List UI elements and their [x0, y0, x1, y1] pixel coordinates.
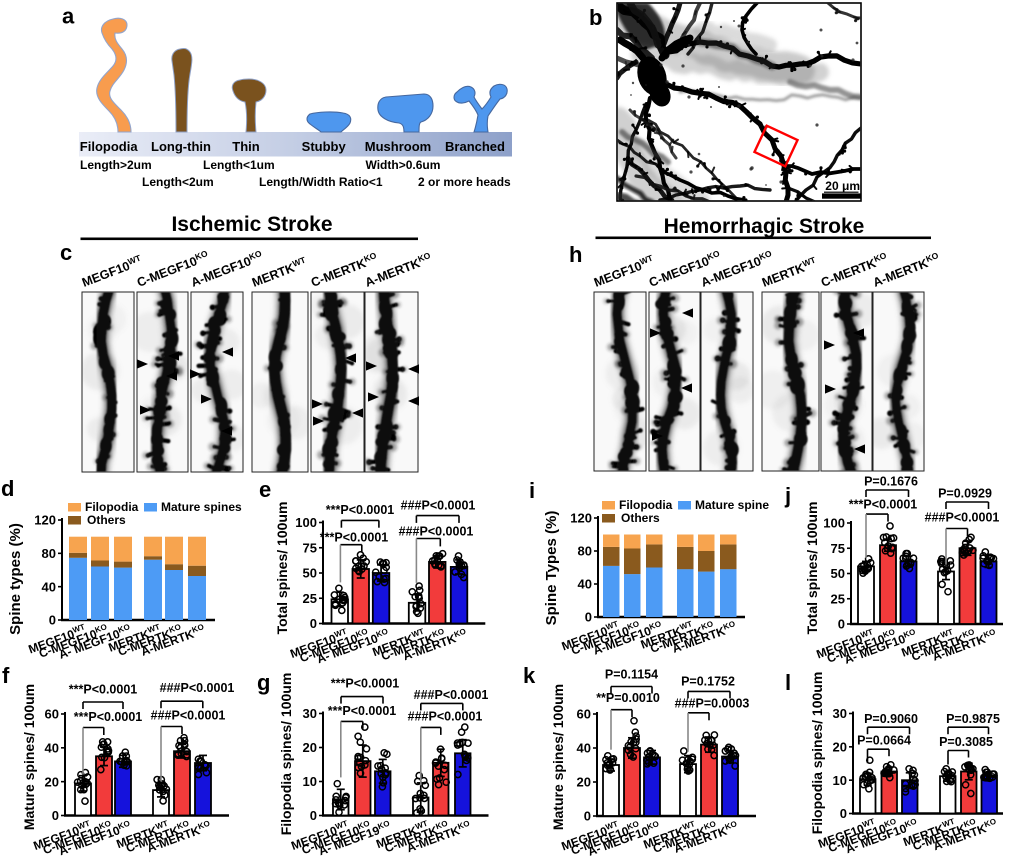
svg-text:Width>0.6um: Width>0.6um	[366, 158, 441, 172]
svg-text:Mushroom: Mushroom	[365, 139, 431, 154]
svg-text:i: i	[529, 478, 535, 503]
svg-text:Length>2um: Length>2um	[80, 158, 152, 172]
svg-text:k: k	[523, 663, 536, 688]
svg-text:Spine Types (%): Spine Types (%)	[543, 511, 560, 626]
svg-text:0: 0	[310, 808, 317, 823]
svg-text:P=0.0664: P=0.0664	[857, 734, 911, 748]
svg-text:***P<0.0001: ***P<0.0001	[331, 677, 400, 691]
svg-text:***P<0.0001: ***P<0.0001	[849, 498, 918, 512]
svg-text:30: 30	[833, 706, 847, 721]
svg-text:P=0.1154: P=0.1154	[605, 668, 658, 682]
svg-text:100: 100	[295, 515, 317, 530]
svg-text:0: 0	[585, 610, 592, 625]
svg-text:60: 60	[577, 707, 591, 722]
svg-text:Total spines/ 100um: Total spines/ 100um	[274, 502, 290, 635]
svg-text:Mature spines/ 100um: Mature spines/ 100um	[550, 684, 566, 830]
svg-text:***P<0.0001: ***P<0.0001	[326, 503, 395, 517]
svg-text:h: h	[569, 242, 582, 267]
svg-text:Others: Others	[87, 513, 126, 527]
svg-text:20: 20	[303, 740, 317, 755]
svg-text:l: l	[785, 670, 791, 695]
svg-text:25: 25	[303, 591, 317, 606]
svg-text:Others: Others	[621, 511, 660, 525]
svg-text:P=0.9875: P=0.9875	[946, 712, 1000, 726]
svg-text:20: 20	[577, 775, 591, 790]
svg-text:50: 50	[303, 566, 317, 581]
svg-text:Hemorrhagic Stroke: Hemorrhagic Stroke	[664, 215, 865, 238]
svg-text:0: 0	[49, 613, 56, 628]
svg-text:P=0.1676: P=0.1676	[864, 475, 918, 489]
svg-text:Filopodia: Filopodia	[80, 139, 139, 154]
svg-text:Mature spine: Mature spine	[695, 498, 769, 512]
svg-text:P=0.9060: P=0.9060	[864, 712, 918, 726]
svg-text:Ischemic Stroke: Ischemic Stroke	[171, 213, 332, 236]
svg-text:c: c	[60, 240, 72, 265]
svg-text:0: 0	[838, 617, 845, 632]
svg-text:P=0.1752: P=0.1752	[681, 675, 735, 689]
svg-text:###P<0.0001: ###P<0.0001	[399, 525, 474, 539]
svg-text:b: b	[589, 5, 602, 30]
svg-text:Mature spines/ 100um: Mature spines/ 100um	[21, 684, 37, 830]
svg-text:***P<0.0001: ***P<0.0001	[320, 531, 389, 545]
svg-text:Long-thin: Long-thin	[151, 139, 211, 154]
svg-text:***P<0.0001: ***P<0.0001	[74, 710, 143, 724]
svg-text:###P<0.0001: ###P<0.0001	[401, 499, 476, 513]
svg-text:###P<0.0001: ###P<0.0001	[160, 681, 235, 695]
svg-text:75: 75	[303, 540, 317, 555]
svg-text:Stubby: Stubby	[302, 139, 347, 154]
svg-text:Length/Width Ratio<1: Length/Width Ratio<1	[259, 175, 383, 189]
svg-text:20 μm: 20 μm	[825, 179, 860, 193]
svg-text:0: 0	[310, 616, 317, 631]
svg-text:25: 25	[831, 591, 845, 606]
svg-text:Filopodia: Filopodia	[619, 498, 673, 512]
svg-text:2 or more heads: 2 or more heads	[418, 175, 511, 189]
svg-text:Mature spines: Mature spines	[161, 500, 242, 514]
svg-text:120: 120	[34, 513, 56, 528]
svg-text:80: 80	[42, 546, 56, 561]
svg-text:0: 0	[52, 808, 59, 823]
svg-text:75: 75	[831, 541, 845, 556]
svg-text:###P<0.0001: ###P<0.0001	[414, 688, 489, 702]
svg-text:P=0.3085: P=0.3085	[939, 735, 993, 749]
svg-text:j: j	[784, 483, 791, 508]
svg-text:###P<0.0001: ###P<0.0001	[925, 511, 1000, 525]
svg-text:0: 0	[584, 809, 591, 824]
svg-text:10: 10	[833, 773, 847, 788]
svg-text:60: 60	[45, 707, 59, 722]
svg-text:40: 40	[42, 579, 56, 594]
svg-text:80: 80	[578, 544, 592, 559]
svg-text:Spine types (%): Spine types (%)	[7, 523, 24, 635]
svg-text:***P<0.0001: ***P<0.0001	[69, 683, 138, 697]
svg-text:d: d	[1, 476, 14, 501]
svg-text:f: f	[2, 663, 10, 688]
svg-text:20: 20	[45, 774, 59, 789]
svg-text:###P<0.0001: ###P<0.0001	[151, 709, 226, 723]
svg-text:###P=0.0003: ###P=0.0003	[675, 697, 750, 711]
svg-text:Length<1um: Length<1um	[203, 158, 275, 172]
svg-text:Branched: Branched	[445, 139, 505, 154]
svg-text:40: 40	[577, 741, 591, 756]
svg-text:**P=0.0010: **P=0.0010	[596, 691, 660, 705]
svg-text:50: 50	[831, 566, 845, 581]
svg-text:Total spines/ 100um: Total spines/ 100um	[804, 502, 820, 635]
svg-text:P=0.0929: P=0.0929	[938, 487, 992, 501]
svg-text:g: g	[257, 670, 270, 695]
svg-text:40: 40	[45, 741, 59, 756]
svg-text:40: 40	[578, 577, 592, 592]
svg-text:***P<0.0001: ***P<0.0001	[328, 704, 397, 718]
svg-text:a: a	[62, 4, 75, 29]
svg-text:10: 10	[303, 774, 317, 789]
svg-text:20: 20	[833, 740, 847, 755]
svg-text:Length<2um: Length<2um	[142, 175, 214, 189]
svg-text:###P<0.0001: ###P<0.0001	[408, 710, 483, 724]
svg-text:Filopodia spines/ 100um: Filopodia spines/ 100um	[278, 673, 294, 836]
svg-text:100: 100	[823, 516, 845, 531]
svg-text:e: e	[259, 477, 271, 502]
svg-text:120: 120	[570, 511, 592, 526]
svg-text:30: 30	[303, 706, 317, 721]
svg-text:0: 0	[840, 806, 847, 821]
svg-text:Filopodia spines/ 100um: Filopodia spines/ 100um	[809, 672, 825, 835]
svg-text:Thin: Thin	[232, 139, 259, 154]
svg-text:Filopodia: Filopodia	[85, 500, 139, 514]
